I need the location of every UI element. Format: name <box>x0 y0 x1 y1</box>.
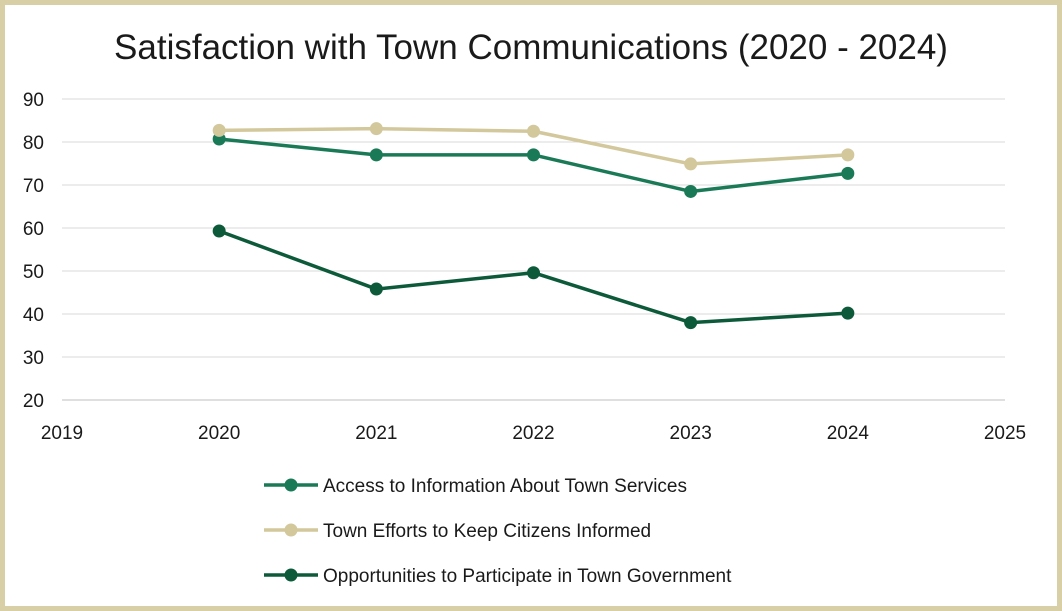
legend-marker <box>284 568 298 582</box>
legend-item: Access to Information About Town Service… <box>264 476 687 497</box>
x-tick-label: 2019 <box>41 423 83 444</box>
legend-marker <box>284 523 298 537</box>
legend-item: Opportunities to Participate in Town Gov… <box>264 566 732 587</box>
legend-label: Town Efforts to Keep Citizens Informed <box>323 521 651 542</box>
y-tick-label: 90 <box>23 90 44 111</box>
x-tick-label: 2020 <box>198 423 240 444</box>
series-2 <box>212 122 855 171</box>
x-tick-label: 2024 <box>827 423 870 444</box>
legend: Access to Information About Town Service… <box>264 476 732 587</box>
x-tick-label: 2022 <box>512 423 554 444</box>
data-point <box>684 184 698 198</box>
data-point <box>684 157 698 171</box>
legend-label: Access to Information About Town Service… <box>323 476 687 497</box>
data-point <box>841 306 855 320</box>
x-tick-label: 2023 <box>670 423 712 444</box>
legend-label: Opportunities to Participate in Town Gov… <box>323 566 732 587</box>
y-axis-ticks: 20 30 40 50 60 70 80 90 <box>23 90 44 412</box>
data-point <box>527 148 540 162</box>
data-point <box>841 166 855 180</box>
data-point <box>212 123 226 137</box>
y-tick-label: 30 <box>23 348 44 369</box>
y-tick-label: 20 <box>23 391 44 412</box>
y-tick-label: 70 <box>23 176 44 197</box>
data-point <box>527 266 540 280</box>
series-3 <box>212 224 855 330</box>
x-tick-label: 2025 <box>984 423 1026 444</box>
y-tick-label: 80 <box>23 133 44 154</box>
series-line <box>218 137 849 194</box>
y-tick-label: 50 <box>23 262 44 283</box>
y-tick-label: 60 <box>23 219 44 240</box>
x-tick-label: 2021 <box>355 423 397 444</box>
y-tick-label: 40 <box>23 305 44 326</box>
series-layer <box>212 122 855 330</box>
legend-item: Town Efforts to Keep Citizens Informed <box>264 521 651 542</box>
data-point <box>841 148 855 162</box>
data-point <box>527 124 540 138</box>
x-axis-ticks: 2019 2020 2021 2022 2023 2024 2025 <box>41 423 1026 444</box>
data-point <box>212 224 226 238</box>
data-point <box>369 282 383 296</box>
chart-title: Satisfaction with Town Communications (2… <box>114 28 948 67</box>
data-point <box>684 316 698 330</box>
data-point <box>369 122 383 136</box>
data-point <box>369 148 383 162</box>
legend-marker <box>284 478 298 492</box>
grid-lines <box>62 98 1005 401</box>
